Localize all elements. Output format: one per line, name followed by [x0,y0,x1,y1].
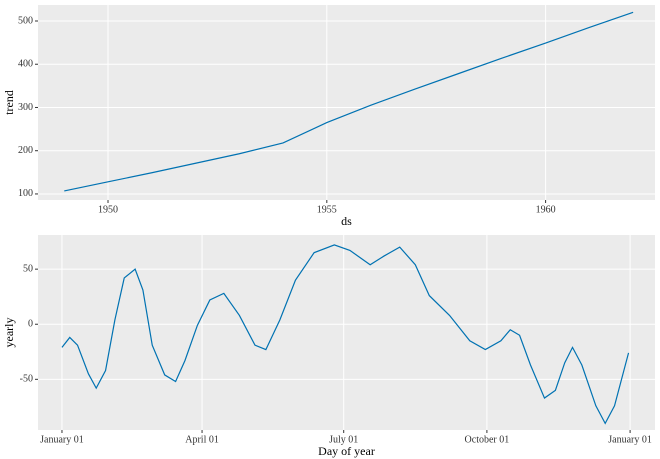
y-axis-title: trend [2,90,16,115]
x-tick-label: January 01 [608,434,652,445]
y-tick-label: 100 [18,188,33,199]
x-tick-label: October 01 [465,434,510,445]
trend-line [61,244,630,425]
x-tick-label: July 01 [329,434,358,445]
x-axis-title: Day of year [318,444,375,458]
x-tick-label: April 01 [185,434,219,445]
y-tick-label: 400 [18,59,33,70]
trend-line [64,11,634,192]
x-tick-label: 1950 [98,204,118,215]
y-tick-label: -50 [20,374,33,385]
x-tick-label: January 01 [40,434,84,445]
panel [38,5,655,200]
y-axis-title: yearly [2,318,16,348]
x-axis-title: ds [341,214,352,228]
y-tick-label: 200 [18,145,33,156]
x-tick-label: 1955 [317,204,337,215]
y-tick-label: 500 [18,15,33,26]
y-tick-label: 300 [18,102,33,113]
y-tick-label: 0 [28,319,33,330]
panel [38,235,655,430]
x-tick-label: 1960 [536,204,556,215]
y-tick-label: 50 [23,263,33,274]
